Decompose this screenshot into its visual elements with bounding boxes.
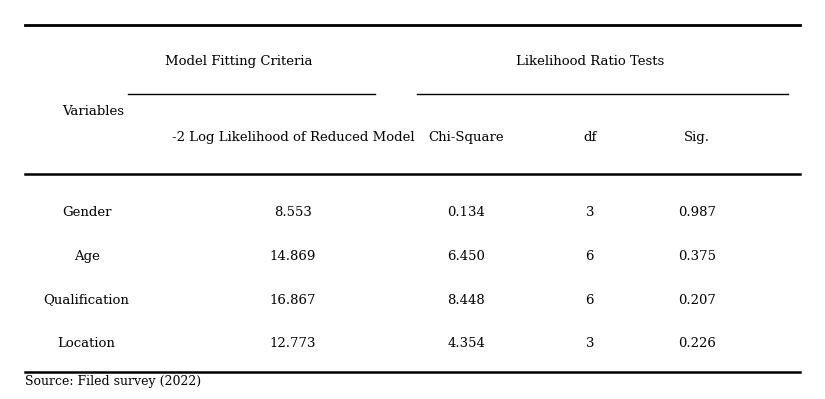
Text: Likelihood Ratio Tests: Likelihood Ratio Tests — [516, 55, 664, 68]
Text: 4.354: 4.354 — [447, 338, 485, 350]
Text: 0.987: 0.987 — [678, 206, 716, 219]
Text: Model Fitting Criteria: Model Fitting Criteria — [166, 55, 313, 68]
Text: 6: 6 — [586, 294, 594, 306]
Text: 8.553: 8.553 — [274, 206, 312, 219]
Text: Location: Location — [58, 338, 116, 350]
Text: 8.448: 8.448 — [447, 294, 485, 306]
Text: 0.375: 0.375 — [678, 250, 716, 263]
Text: Source: Filed survey (2022): Source: Filed survey (2022) — [25, 375, 200, 388]
Text: Variables: Variables — [62, 105, 124, 118]
Text: 0.226: 0.226 — [678, 338, 716, 350]
Text: Gender: Gender — [62, 206, 111, 219]
Text: Qualification: Qualification — [44, 294, 130, 306]
Text: -2 Log Likelihood of Reduced Model: -2 Log Likelihood of Reduced Model — [172, 131, 414, 144]
Text: Age: Age — [73, 250, 100, 263]
Text: 12.773: 12.773 — [270, 338, 316, 350]
Text: df: df — [583, 131, 596, 144]
Text: 6: 6 — [586, 250, 594, 263]
Text: 3: 3 — [586, 338, 594, 350]
Text: 16.867: 16.867 — [270, 294, 316, 306]
Text: 14.869: 14.869 — [270, 250, 316, 263]
Text: 3: 3 — [586, 206, 594, 219]
Text: 6.450: 6.450 — [447, 250, 485, 263]
Text: 0.134: 0.134 — [447, 206, 485, 219]
Text: Chi-Square: Chi-Square — [428, 131, 504, 144]
Text: Sig.: Sig. — [684, 131, 710, 144]
Text: 0.207: 0.207 — [678, 294, 716, 306]
